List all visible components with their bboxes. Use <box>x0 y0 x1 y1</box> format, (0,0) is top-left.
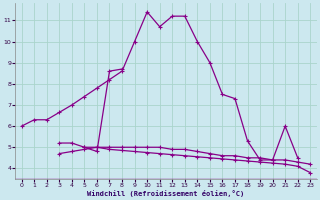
X-axis label: Windchill (Refroidissement éolien,°C): Windchill (Refroidissement éolien,°C) <box>87 190 244 197</box>
